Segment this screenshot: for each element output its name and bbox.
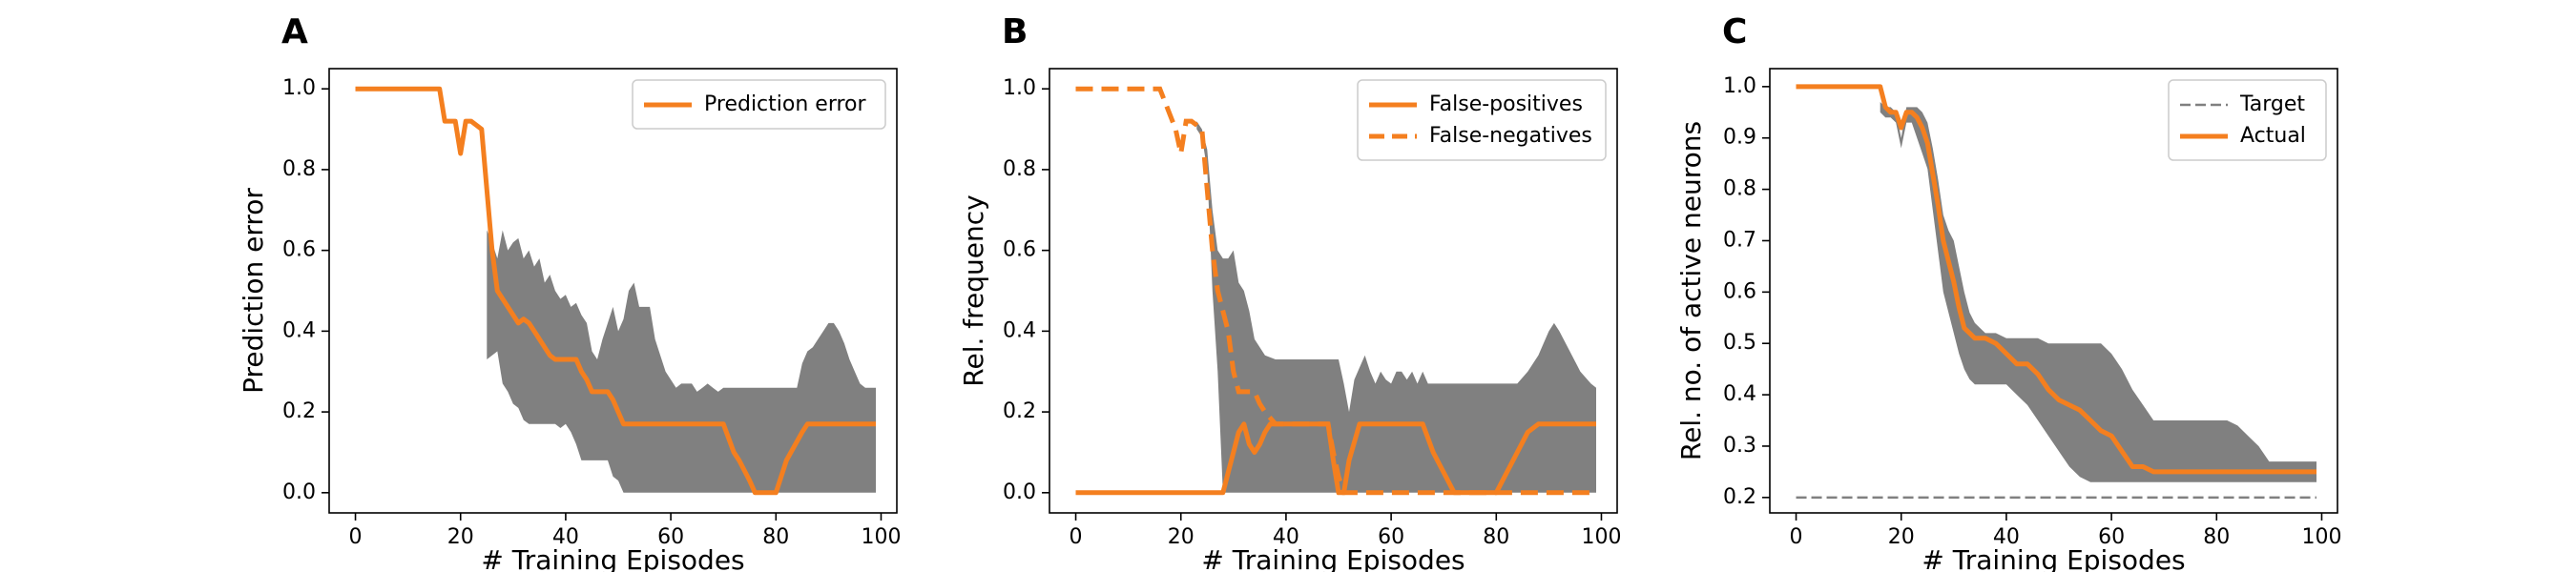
panel-b: B 0 20 40 60 80 100 0.0 0.2 0.4 0.6 0.8 1.0 # Trainin… <box>958 12 1621 572</box>
y-tick-label: 0.3 <box>1723 434 1756 458</box>
series-line-prediction-error <box>355 86 876 496</box>
series-line-actual <box>1796 84 2316 475</box>
x-tick-label: 60 <box>2098 525 2125 549</box>
legend-label: Actual <box>2240 124 2306 148</box>
x-tick-label: 60 <box>657 525 684 549</box>
confidence-band <box>487 230 876 493</box>
legend-box <box>632 79 886 130</box>
x-tick-label: 20 <box>1888 525 1915 549</box>
legend-label: False-positives <box>1429 92 1583 116</box>
y-tick-label: 0.6 <box>1723 279 1756 303</box>
y-tick-label: 0.2 <box>1723 485 1756 509</box>
legend-label: Prediction error <box>704 92 866 116</box>
x-tick-label: 20 <box>447 525 474 549</box>
y-tick-label: 0.9 <box>1723 126 1756 150</box>
axes-frame <box>1049 68 1618 514</box>
legend: Prediction error <box>632 79 886 130</box>
x-tick-label: 40 <box>1993 525 2020 549</box>
panel-a: A 0 20 40 60 80 100 0.0 0.2 0.4 0.6 0.8 1.0 # Trainin… <box>238 12 901 572</box>
x-tick-label: 40 <box>1273 525 1299 549</box>
y-tick-label: 0.4 <box>1003 318 1036 342</box>
x-tick-label: 100 <box>861 525 901 549</box>
legend: False-positives False-negatives <box>1357 79 1607 161</box>
y-tick-label: 0.2 <box>1003 399 1036 423</box>
y-tick-label: 0.5 <box>1723 331 1756 355</box>
x-tick-label: 80 <box>1483 525 1509 549</box>
x-tick-label: 0 <box>1790 525 1803 549</box>
x-axis-label: # Training Episodes <box>1201 544 1465 572</box>
confidence-band <box>1196 121 1596 493</box>
axes-frame <box>328 68 898 514</box>
y-tick-label: 0.2 <box>282 399 316 423</box>
y-tick-label: 0.8 <box>1003 157 1036 181</box>
x-tick-label: 20 <box>1168 525 1195 549</box>
confidence-band <box>1880 102 2316 482</box>
y-tick-label: 0.6 <box>1003 238 1036 262</box>
panel-c: C 0 20 40 60 80 100 0.2 0.3 0.4 0.5 0.6 0.7 0.8 0.9 1.0… <box>1675 12 2341 572</box>
x-tick-label: 0 <box>1070 525 1083 549</box>
legend-label: False-negatives <box>1429 124 1592 148</box>
y-tick-label: 0.4 <box>1723 382 1756 406</box>
y-tick-label: 0.8 <box>1723 177 1756 201</box>
x-tick-label: 80 <box>762 525 789 549</box>
x-axis-label: # Training Episodes <box>481 544 744 572</box>
y-tick-label: 0.7 <box>1723 228 1756 252</box>
y-axis-label: Rel. no. of active neurons <box>1675 121 1707 460</box>
x-tick-label: 80 <box>2203 525 2230 549</box>
legend-box <box>1357 79 1607 161</box>
y-tick-label: 1.0 <box>1723 74 1756 98</box>
x-axis-label: # Training Episodes <box>1922 544 2185 572</box>
y-tick-label: 1.0 <box>282 76 316 100</box>
y-tick-label: 0.4 <box>282 318 316 342</box>
x-tick-label: 40 <box>552 525 579 549</box>
axes-frame <box>1769 68 2338 514</box>
panel-letter: B <box>1002 12 1028 51</box>
legend: Target Actual <box>2168 79 2327 161</box>
y-tick-label: 0.8 <box>282 157 316 181</box>
legend-box <box>2168 79 2327 161</box>
x-tick-label: 100 <box>1581 525 1621 549</box>
series-line-false-negatives <box>1075 86 1596 496</box>
y-tick-label: 0.0 <box>1003 480 1036 504</box>
x-tick-label: 100 <box>2301 525 2341 549</box>
y-axis-label: Prediction error <box>238 188 269 394</box>
y-tick-label: 0.0 <box>282 480 316 504</box>
legend-label: Target <box>2239 92 2305 116</box>
y-tick-label: 1.0 <box>1003 76 1036 100</box>
y-axis-label: Rel. frequency <box>958 194 989 386</box>
panel-letter: C <box>1722 12 1747 51</box>
x-tick-label: 60 <box>1378 525 1404 549</box>
panel-letter: A <box>281 12 308 51</box>
y-tick-label: 0.6 <box>282 238 316 262</box>
x-tick-label: 0 <box>349 525 363 549</box>
